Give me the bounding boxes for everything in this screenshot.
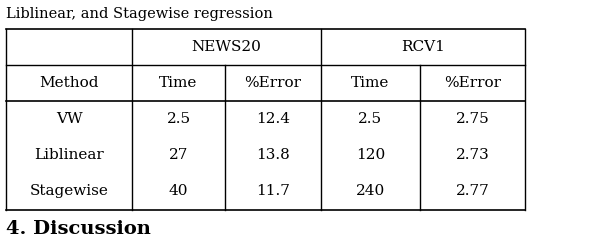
Text: Method: Method (39, 76, 99, 90)
Text: %Error: %Error (444, 76, 501, 90)
Text: Liblinear, and Stagewise regression: Liblinear, and Stagewise regression (6, 7, 273, 21)
Text: %Error: %Error (245, 76, 302, 90)
Text: 13.8: 13.8 (256, 148, 290, 162)
Text: 120: 120 (356, 148, 385, 162)
Text: 2.5: 2.5 (358, 112, 383, 126)
Text: Stagewise: Stagewise (29, 185, 109, 198)
Text: 4. Discussion: 4. Discussion (6, 220, 151, 238)
Text: 27: 27 (169, 148, 188, 162)
Text: NEWS20: NEWS20 (191, 40, 262, 54)
Text: Liblinear: Liblinear (34, 148, 104, 162)
Text: 240: 240 (356, 185, 385, 198)
Text: RCV1: RCV1 (401, 40, 445, 54)
Text: 2.75: 2.75 (455, 112, 490, 126)
Text: Time: Time (352, 76, 389, 90)
Text: 11.7: 11.7 (256, 185, 290, 198)
Text: 12.4: 12.4 (256, 112, 290, 126)
Text: VW: VW (56, 112, 82, 126)
Text: 2.77: 2.77 (455, 185, 490, 198)
Text: Time: Time (160, 76, 197, 90)
Text: 40: 40 (169, 185, 188, 198)
Text: 2.73: 2.73 (455, 148, 490, 162)
Text: 2.5: 2.5 (166, 112, 191, 126)
